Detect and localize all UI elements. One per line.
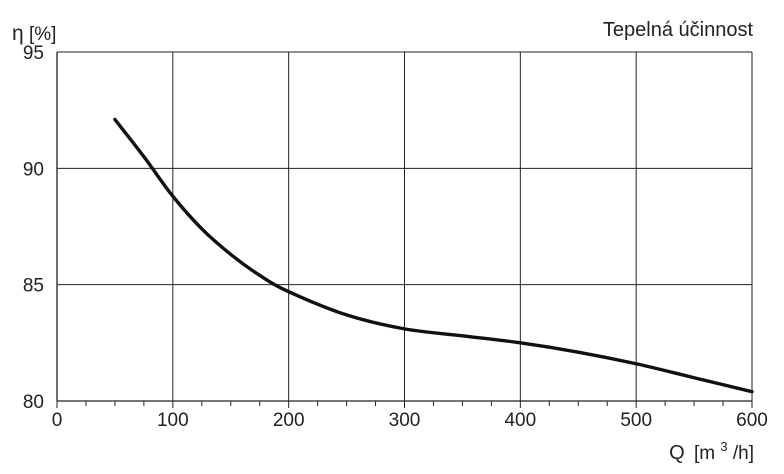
y-tick-labels: 80 85 90 95: [23, 43, 44, 413]
x-axis-unit-pre: [m: [694, 443, 715, 464]
x-tick-label: 400: [504, 410, 536, 431]
x-axis-symbol: Q: [669, 442, 685, 464]
efficiency-curve: [113, 117, 754, 394]
y-axis-label: η [%]: [12, 22, 56, 45]
x-axis-unit-sup: 3: [720, 439, 727, 454]
y-axis-symbol: η: [12, 22, 24, 45]
y-tick-label: 85: [23, 276, 44, 297]
x-tick-label: 500: [620, 410, 652, 431]
x-tick-label: 300: [389, 410, 421, 431]
x-axis-label: Q [m 3 /h]: [669, 435, 754, 464]
y-axis-unit: [%]: [29, 24, 56, 45]
chart-title: Tepelná účinnost: [603, 19, 754, 41]
series-group: [113, 117, 754, 394]
x-tick-labels: 0 100 200 300 400 500 600: [52, 410, 768, 431]
plot-frame: [56, 51, 753, 408]
y-tick-label: 95: [23, 43, 44, 64]
x-tick-label: 600: [736, 410, 768, 431]
x-axis-unit-post: /h]: [733, 443, 754, 464]
x-tick-label: 0: [52, 410, 63, 431]
grid-lines: [57, 52, 752, 401]
x-tick-label: 100: [157, 410, 189, 431]
x-tick-label: 200: [273, 410, 305, 431]
y-tick-label: 90: [23, 159, 44, 180]
y-tick-label: 80: [23, 392, 44, 413]
